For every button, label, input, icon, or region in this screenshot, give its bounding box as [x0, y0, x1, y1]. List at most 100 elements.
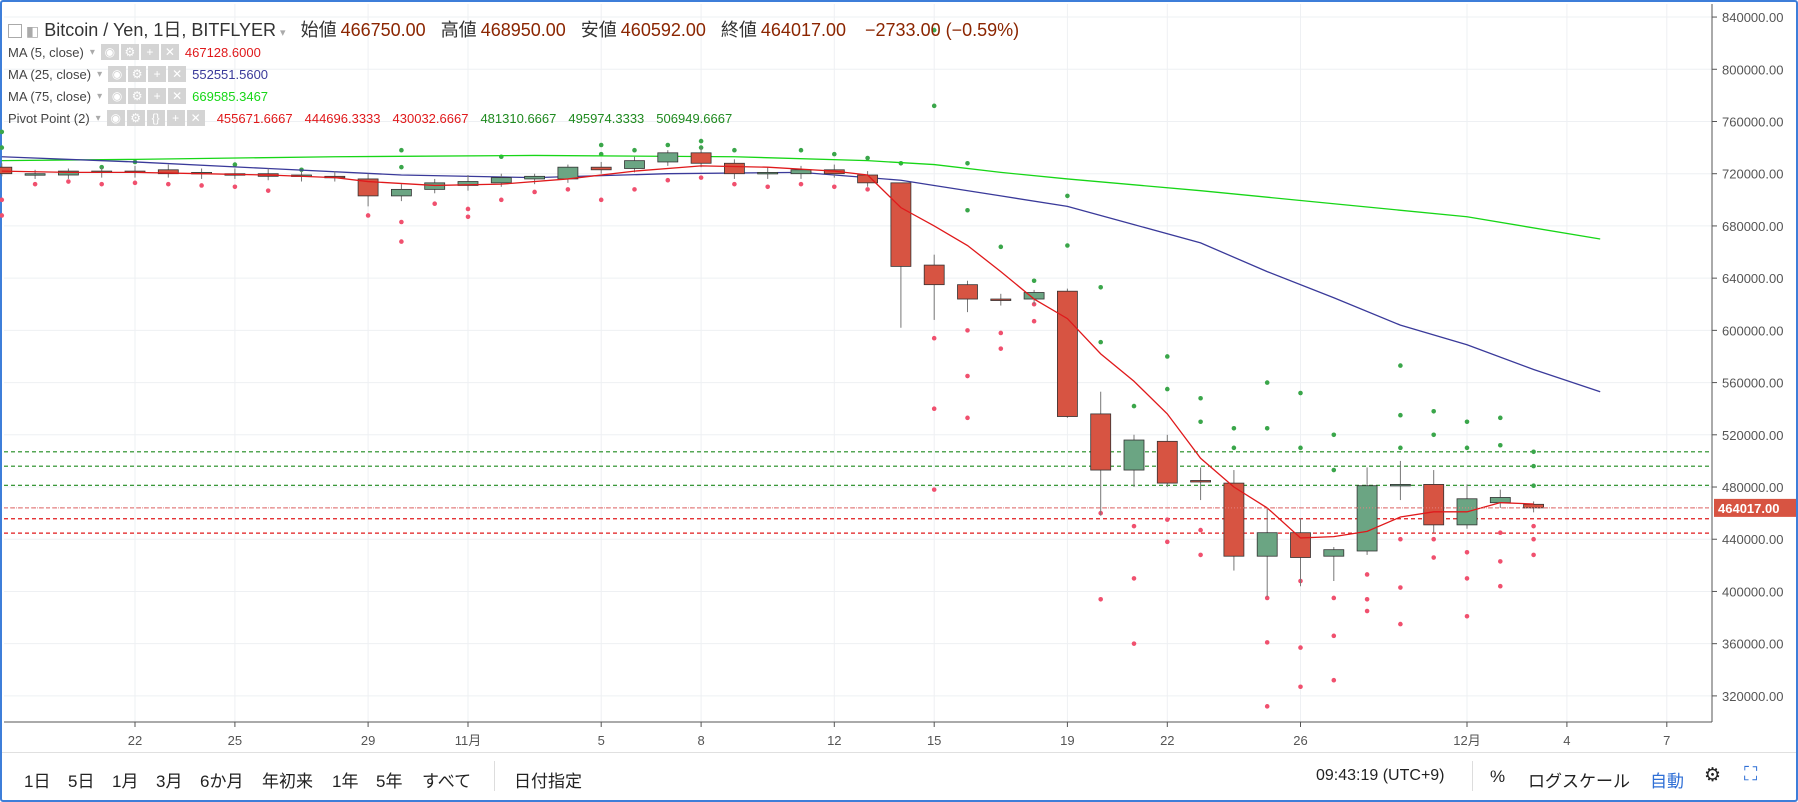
pivot-dot-support [0, 197, 5, 203]
eye-icon[interactable]: ◉ [100, 44, 119, 60]
candle-up [424, 182, 446, 190]
candle-up [24, 173, 46, 176]
pivot-dot-support [399, 239, 404, 244]
indicator-ma5[interactable]: MA (5, close) ▾ ◉ ⚙ + ✕ 467128.6000 [8, 44, 261, 60]
close-icon[interactable]: ✕ [186, 110, 205, 126]
pivot-dot-support [1131, 641, 1137, 646]
candle-down [1156, 440, 1178, 484]
pivot-dot-resistance [698, 138, 704, 144]
percent-toggle[interactable]: % [1490, 767, 1506, 786]
plus-icon[interactable]: + [148, 66, 167, 82]
indicator-name[interactable]: MA (5, close) [8, 44, 84, 60]
pivot-dot-resistance [1231, 425, 1237, 431]
bottom-toolbar: 1日 5日 1月 3月 6か月 年初来 1年 5年 すべて 日付指定 09:43… [2, 752, 1796, 799]
fullscreen-icon[interactable]: ⛶ [1744, 764, 1758, 785]
range-5d[interactable]: 5日 [68, 772, 95, 791]
range-3m[interactable]: 3月 [156, 772, 183, 791]
candle-down [923, 264, 945, 286]
chevron-down-icon[interactable]: ▾ [95, 112, 101, 124]
range-ytd[interactable]: 年初来 [262, 772, 313, 791]
pivot-dot-resistance [1498, 415, 1503, 421]
indicator-pivot[interactable]: Pivot Point (2) ▾ ◉ ⚙{} + ✕ 455671.6667 4446… [8, 110, 732, 126]
braces-icon[interactable]: {} [146, 110, 165, 126]
pivot-dot-resistance [1431, 409, 1436, 414]
pivot-dot-support [1364, 596, 1370, 602]
range-6m[interactable]: 6か月 [200, 772, 244, 791]
eye-icon[interactable]: ◉ [108, 88, 127, 104]
pivot-dot-resistance [1464, 419, 1470, 425]
range-1d[interactable]: 1日 [24, 772, 51, 791]
pivot-dot-support [1198, 552, 1203, 558]
pivot-dot-resistance [1065, 193, 1070, 199]
pivot-dot-resistance [1264, 380, 1270, 385]
chevron-down-icon[interactable]: ▾ [97, 90, 103, 102]
candle-down [1290, 532, 1311, 558]
y-tick-label: 520000.00 [1722, 428, 1783, 443]
chevron-down-icon[interactable]: ▾ [280, 27, 286, 39]
clock-readout[interactable]: 09:43:19 (UTC+9) [1316, 767, 1445, 784]
pivot-dot-support [698, 175, 704, 180]
indicator-name[interactable]: MA (75, close) [8, 88, 92, 104]
close-icon[interactable]: ✕ [168, 88, 187, 104]
candle-up [58, 170, 79, 176]
candle-up [657, 152, 679, 163]
flag-icon[interactable]: ◧ [26, 23, 40, 39]
pivot-dot-support [1364, 572, 1370, 577]
candle-down [1423, 484, 1445, 526]
auto-scale-toggle[interactable]: 自動 [1650, 772, 1684, 791]
close-icon[interactable]: ✕ [160, 44, 179, 60]
gear-icon[interactable]: ⚙ [1704, 765, 1722, 786]
chevron-down-icon[interactable]: ▾ [97, 68, 103, 80]
x-tick-label: 5 [598, 733, 605, 748]
range-5y[interactable]: 5年 [376, 772, 403, 791]
candle-up [457, 181, 479, 186]
plus-icon[interactable]: + [140, 44, 159, 60]
gear-icon[interactable]: ⚙ [120, 44, 139, 60]
pivot-dot-support [1398, 621, 1403, 627]
pivot-dot-support [765, 184, 770, 190]
y-tick-label: 600000.00 [1722, 323, 1783, 338]
chevron-down-icon[interactable]: ▾ [89, 46, 95, 58]
candle-up [557, 166, 579, 180]
pivot-dot-support [66, 179, 71, 184]
x-tick-label: 25 [228, 733, 242, 748]
eye-icon[interactable]: ◉ [106, 110, 125, 126]
gear-icon[interactable]: ⚙ [128, 66, 147, 82]
collapse-toggle-icon[interactable] [8, 24, 22, 39]
indicator-ma75[interactable]: MA (75, close) ▾ ◉ ⚙ + ✕ 669585.3467 [8, 88, 268, 104]
gear-icon[interactable]: ⚙ [126, 110, 145, 126]
pivot-dot-support [232, 184, 238, 190]
indicator-name[interactable]: Pivot Point (2) [8, 110, 90, 126]
close-icon[interactable]: ✕ [168, 66, 187, 82]
pivot-dot-support [1531, 552, 1536, 558]
date-goto-button[interactable]: 日付指定 [514, 772, 582, 791]
pivot-dot-support [0, 213, 5, 218]
symbol-title[interactable]: Bitcoin / Yen, 1日, BITFLYER [44, 20, 277, 40]
range-1m[interactable]: 1月 [112, 772, 139, 791]
plus-icon[interactable]: + [166, 110, 185, 126]
pivot-dot-resistance [732, 147, 737, 153]
eye-icon[interactable]: ◉ [108, 66, 127, 82]
indicator-name[interactable]: MA (25, close) [8, 66, 92, 82]
range-all[interactable]: すべて [422, 772, 472, 791]
gear-icon[interactable]: ⚙ [128, 88, 147, 104]
pivot-dot-support [1331, 595, 1337, 601]
log-scale-toggle[interactable]: ログスケール [1528, 772, 1630, 791]
pivot-dot-resistance [1531, 449, 1536, 455]
candle-down [1057, 290, 1078, 417]
plus-icon[interactable]: + [148, 88, 167, 104]
pivot-dot-resistance [598, 142, 604, 148]
pivot-dot-support [1298, 645, 1303, 650]
pivot-dot-resistance [1065, 243, 1070, 248]
indicator-buttons: ◉ ⚙ + ✕ [108, 66, 187, 82]
pivot-dot-resistance [1131, 403, 1137, 409]
pivot-dot-support [931, 406, 937, 411]
toolbar-divider [1472, 761, 1473, 791]
pivot-dot-support [465, 206, 471, 212]
indicator-ma25[interactable]: MA (25, close) ▾ ◉ ⚙ + ✕ 552551.5600 [8, 66, 268, 82]
pivot-dot-resistance [399, 147, 404, 153]
range-1y[interactable]: 1年 [332, 772, 359, 791]
pivot-dot-support [732, 181, 737, 187]
toolbar-divider [494, 761, 495, 791]
